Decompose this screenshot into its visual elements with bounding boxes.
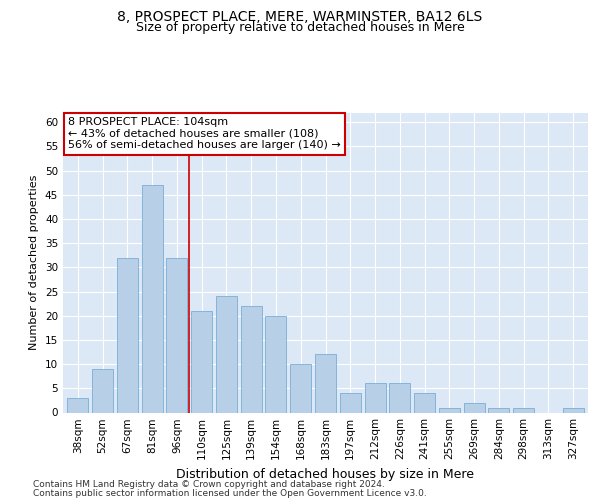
Bar (241, 306, 262, 412)
Bar (216, 296, 237, 412)
Bar (67, 398, 88, 412)
Bar (166, 258, 187, 412)
Text: 8 PROSPECT PLACE: 104sqm
← 43% of detached houses are smaller (108)
56% of semi-: 8 PROSPECT PLACE: 104sqm ← 43% of detach… (68, 117, 341, 150)
Bar (290, 364, 311, 412)
X-axis label: Distribution of detached houses by size in Mere: Distribution of detached houses by size … (176, 468, 475, 481)
Bar (117, 258, 138, 412)
Y-axis label: Number of detached properties: Number of detached properties (29, 175, 40, 350)
Bar (464, 403, 485, 412)
Bar (488, 408, 509, 412)
Bar (414, 393, 435, 412)
Bar (142, 185, 163, 412)
Bar (340, 393, 361, 412)
Bar (389, 384, 410, 412)
Bar (513, 408, 534, 412)
Bar (191, 311, 212, 412)
Bar (439, 408, 460, 412)
Bar (315, 354, 336, 412)
Bar (265, 316, 286, 412)
Text: Contains HM Land Registry data © Crown copyright and database right 2024.: Contains HM Land Registry data © Crown c… (33, 480, 385, 489)
Bar (563, 408, 584, 412)
Text: 8, PROSPECT PLACE, MERE, WARMINSTER, BA12 6LS: 8, PROSPECT PLACE, MERE, WARMINSTER, BA1… (118, 10, 482, 24)
Bar (365, 384, 386, 412)
Text: Size of property relative to detached houses in Mere: Size of property relative to detached ho… (136, 21, 464, 34)
Text: Contains public sector information licensed under the Open Government Licence v3: Contains public sector information licen… (33, 488, 427, 498)
Bar (92, 369, 113, 412)
